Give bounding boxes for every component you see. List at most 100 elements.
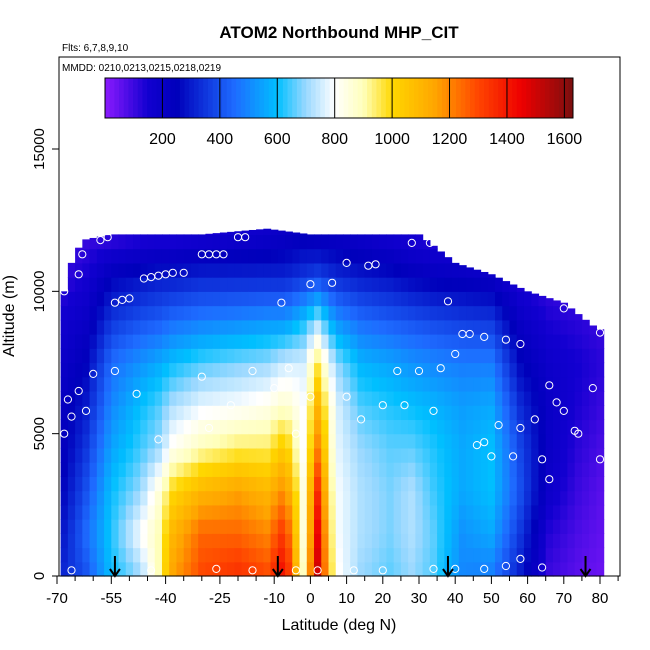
heatmap-cell: [335, 462, 344, 477]
heatmap-cell: [364, 319, 373, 335]
heatmap-cell: [502, 291, 511, 307]
heatmap-cell: [379, 319, 388, 335]
heatmap-cell: [277, 390, 286, 406]
heatmap-cell: [393, 547, 402, 563]
colorbar-segment: [254, 78, 260, 118]
heatmap-cell: [154, 433, 163, 449]
heatmap-cell: [342, 490, 351, 506]
heatmap-cell: [219, 291, 228, 307]
heatmap-cell: [502, 419, 511, 435]
heatmap-cell: [147, 433, 156, 449]
heatmap-cell: [567, 405, 576, 421]
heatmap-cell: [292, 291, 301, 307]
heatmap-cell: [234, 277, 243, 292]
heatmap-cell: [227, 234, 235, 250]
heatmap-cell: [277, 433, 286, 449]
heatmap-cell: [328, 362, 337, 378]
heatmap-cell: [212, 319, 221, 335]
heatmap-cell: [147, 262, 156, 278]
heatmap-cell: [96, 533, 105, 549]
heatmap-cell: [277, 490, 286, 506]
heatmap-cell: [270, 334, 279, 349]
heatmap-cell: [480, 433, 489, 449]
observation-point: [219, 250, 228, 259]
heatmap-cell: [495, 433, 503, 449]
heatmap-cell: [560, 476, 569, 492]
heatmap-cell: [335, 390, 344, 406]
heatmap-cell: [509, 490, 518, 506]
observation-point: [60, 287, 69, 296]
heatmap-cell: [306, 376, 315, 392]
heatmap-cell: [567, 319, 576, 335]
heatmap-cell: [198, 319, 207, 335]
heatmap-cell: [386, 547, 395, 563]
heatmap-cell: [437, 251, 445, 264]
observation-point: [78, 250, 87, 259]
heatmap-cell: [523, 433, 532, 449]
heatmap-cell: [227, 533, 235, 549]
heatmap-cell: [161, 405, 170, 421]
heatmap-cell: [205, 433, 214, 449]
heatmap-cell: [147, 462, 156, 477]
heatmap-cell: [82, 561, 91, 577]
colorbar-segment: [479, 78, 485, 118]
heatmap-cell: [82, 277, 91, 292]
heatmap-cell: [89, 305, 98, 321]
heatmap-cell: [256, 462, 264, 477]
heatmap-cell: [567, 334, 576, 349]
heatmap-cell: [400, 376, 409, 392]
heatmap-cell: [560, 447, 569, 463]
heatmap-cell: [321, 519, 330, 534]
heatmap-cell: [183, 390, 192, 406]
heatmap-cell: [379, 405, 388, 421]
heatmap-cell: [371, 490, 380, 506]
heatmap-cell: [509, 547, 518, 563]
heatmap-cell: [256, 405, 264, 421]
heatmap-cell: [270, 519, 279, 534]
heatmap-cell: [89, 348, 98, 364]
heatmap-cell: [241, 334, 250, 349]
heatmap-cell: [379, 277, 388, 292]
observation-point: [472, 441, 481, 450]
heatmap-cell: [335, 305, 344, 321]
heatmap-cell: [314, 561, 322, 577]
heatmap-cell: [147, 476, 156, 492]
heatmap-cell: [227, 248, 235, 264]
heatmap-cell: [538, 334, 547, 349]
heatmap-cell: [292, 305, 301, 321]
heatmap-cell: [509, 405, 518, 421]
heatmap-cell: [502, 319, 511, 335]
heatmap-cell: [263, 533, 272, 549]
heatmap-cell: [285, 433, 293, 449]
heatmap-cell: [458, 348, 467, 364]
heatmap-cell: [531, 334, 540, 349]
heatmap-cell: [169, 262, 178, 278]
heatmap-cell: [328, 504, 337, 520]
heatmap-cell: [350, 277, 359, 292]
heatmap-cell: [169, 490, 178, 506]
heatmap-cell: [154, 376, 163, 392]
heatmap-cell: [342, 319, 351, 335]
heatmap-cell: [415, 376, 424, 392]
heatmap-cell: [277, 230, 286, 235]
heatmap-cell: [176, 433, 185, 449]
heatmap-cell: [596, 329, 605, 335]
observation-point: [516, 554, 525, 564]
heatmap-cell: [198, 519, 207, 534]
heatmap-cell: [169, 348, 178, 364]
heatmap-cell: [560, 519, 569, 534]
heatmap-cell: [263, 334, 272, 349]
heatmap-cell: [104, 519, 112, 534]
heatmap-cell: [67, 262, 76, 278]
heatmap-cell: [241, 348, 250, 364]
heatmap-cell: [408, 376, 416, 392]
heatmap-cell: [574, 419, 583, 435]
heatmap-cell: [371, 447, 380, 463]
colorbar-segment: [193, 78, 200, 118]
colorbar-segment: [109, 78, 115, 118]
heatmap-cell: [183, 376, 192, 392]
heatmap-cell: [256, 277, 264, 292]
heatmap-cell: [495, 362, 503, 378]
x-tick-label: 30: [411, 590, 428, 607]
